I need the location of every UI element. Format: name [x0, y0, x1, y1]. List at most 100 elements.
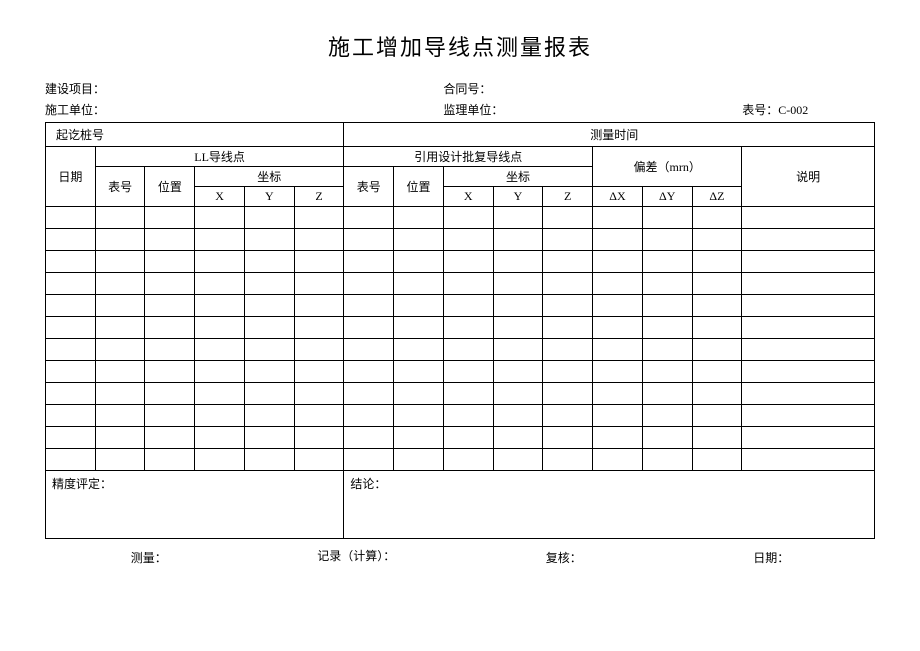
- table-cell: [344, 361, 394, 383]
- table-cell: [195, 229, 245, 251]
- table-cell: [692, 251, 742, 273]
- table-cell: [642, 427, 692, 449]
- table-cell: [543, 383, 593, 405]
- col-ref-y: Y: [493, 187, 543, 207]
- table-cell: [443, 427, 493, 449]
- table-cell: [46, 361, 96, 383]
- main-table: 起讫桩号 测量时间 日期 LL导线点 引用设计批复导线点 偏差（mrn） 说明 …: [45, 122, 875, 539]
- table-cell: [642, 317, 692, 339]
- table-cell: [742, 383, 875, 405]
- table-cell: [493, 383, 543, 405]
- table-cell: [294, 361, 344, 383]
- table-cell: [195, 405, 245, 427]
- col-ref-tableno: 表号: [344, 167, 394, 207]
- table-cell: [344, 449, 394, 471]
- precision-label: 精度评定：: [46, 471, 344, 539]
- col-dx: ΔX: [593, 187, 643, 207]
- table-cell: [195, 251, 245, 273]
- table-cell: [394, 295, 444, 317]
- table-cell: [344, 295, 394, 317]
- supervisor-label: 监理单位：: [443, 101, 742, 118]
- table-cell: [543, 427, 593, 449]
- table-cell: [294, 383, 344, 405]
- col-ll-z: Z: [294, 187, 344, 207]
- table-cell: [593, 273, 643, 295]
- table-cell: [692, 273, 742, 295]
- table-cell: [493, 229, 543, 251]
- col-dy: ΔY: [642, 187, 692, 207]
- table-cell: [692, 317, 742, 339]
- table-cell: [394, 229, 444, 251]
- table-cell: [394, 427, 444, 449]
- table-cell: [344, 339, 394, 361]
- table-cell: [642, 405, 692, 427]
- table-cell: [394, 207, 444, 229]
- table-cell: [95, 317, 145, 339]
- table-cell: [692, 339, 742, 361]
- meta-row-1: 建设项目： 合同号：: [45, 80, 875, 97]
- table-cell: [344, 317, 394, 339]
- table-cell: [244, 427, 294, 449]
- table-cell: [443, 317, 493, 339]
- table-cell: [493, 273, 543, 295]
- table-cell: [344, 383, 394, 405]
- table-cell: [543, 405, 593, 427]
- table-cell: [394, 361, 444, 383]
- table-cell: [642, 361, 692, 383]
- table-cell: [195, 339, 245, 361]
- col-ref-coord: 坐标: [443, 167, 592, 187]
- table-cell: [95, 361, 145, 383]
- table-cell: [95, 295, 145, 317]
- table-cell: [642, 207, 692, 229]
- table-cell: [244, 295, 294, 317]
- table-cell: [543, 339, 593, 361]
- col-deviation: 偏差（mrn）: [593, 147, 742, 187]
- table-cell: [642, 229, 692, 251]
- builder-label: 施工单位：: [45, 101, 443, 118]
- table-cell: [95, 383, 145, 405]
- table-row: [46, 361, 875, 383]
- table-cell: [145, 339, 195, 361]
- table-cell: [443, 383, 493, 405]
- form-no-label: 表号：: [742, 103, 778, 117]
- table-cell: [493, 361, 543, 383]
- table-cell: [344, 229, 394, 251]
- table-cell: [344, 427, 394, 449]
- table-cell: [543, 251, 593, 273]
- table-cell: [195, 361, 245, 383]
- table-cell: [95, 251, 145, 273]
- table-cell: [145, 317, 195, 339]
- form-no-value: C-002: [778, 103, 808, 117]
- col-date: 日期: [46, 147, 96, 207]
- table-cell: [95, 207, 145, 229]
- table-cell: [294, 295, 344, 317]
- table-cell: [145, 405, 195, 427]
- table-cell: [46, 295, 96, 317]
- table-cell: [244, 383, 294, 405]
- table-cell: [145, 273, 195, 295]
- table-cell: [145, 251, 195, 273]
- table-cell: [195, 295, 245, 317]
- table-cell: [642, 449, 692, 471]
- stake-no-label: 起讫桩号: [46, 123, 344, 147]
- table-cell: [692, 229, 742, 251]
- table-cell: [195, 317, 245, 339]
- table-cell: [593, 405, 643, 427]
- table-cell: [443, 295, 493, 317]
- table-cell: [742, 317, 875, 339]
- table-cell: [692, 207, 742, 229]
- header-row-1: 日期 LL导线点 引用设计批复导线点 偏差（mrn） 说明: [46, 147, 875, 167]
- table-cell: [742, 273, 875, 295]
- table-cell: [46, 339, 96, 361]
- table-cell: [642, 383, 692, 405]
- col-ref-z: Z: [543, 187, 593, 207]
- meta-row-2: 施工单位： 监理单位： 表号：C-002: [45, 101, 875, 118]
- table-cell: [294, 339, 344, 361]
- table-cell: [95, 405, 145, 427]
- project-label: 建设项目：: [45, 80, 443, 97]
- table-cell: [543, 449, 593, 471]
- col-dz: ΔZ: [692, 187, 742, 207]
- footer-row: 精度评定： 结论：: [46, 471, 875, 539]
- table-cell: [145, 383, 195, 405]
- table-cell: [593, 383, 643, 405]
